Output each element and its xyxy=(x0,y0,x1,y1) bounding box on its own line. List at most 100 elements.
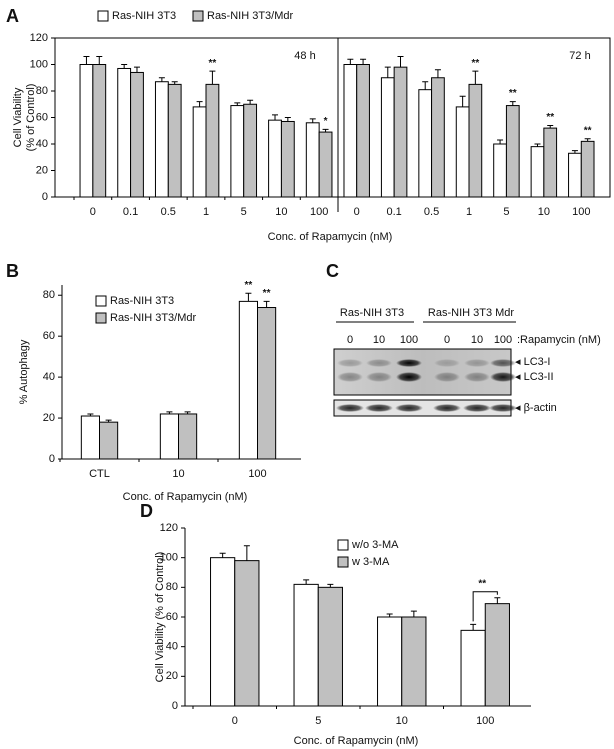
significance: ** xyxy=(478,578,486,589)
bar xyxy=(192,106,207,198)
error-bar xyxy=(459,95,466,107)
bar xyxy=(356,64,370,198)
x-tick-label: 10 xyxy=(275,206,287,218)
blot-band xyxy=(395,404,423,412)
blot-band xyxy=(464,372,490,382)
legend-label: Ras-NIH 3T3/Mdr xyxy=(110,312,197,324)
bar xyxy=(568,152,582,198)
error-bar xyxy=(272,114,279,121)
blot-group: Ras-NIH 3T3 Mdr xyxy=(428,307,515,319)
y-tick-label: 40 xyxy=(166,641,178,653)
bar xyxy=(154,81,169,198)
blot-band xyxy=(490,359,516,367)
bar xyxy=(167,83,182,198)
x-tick-label: 10 xyxy=(172,468,184,480)
error-bar xyxy=(209,70,216,85)
x-tick-label: 1 xyxy=(203,206,209,218)
error-bar xyxy=(509,101,516,106)
bar xyxy=(99,421,119,460)
blot-band xyxy=(434,372,460,382)
error-bar xyxy=(347,58,354,65)
error-bar xyxy=(247,99,254,105)
y-axis-title-line: (% of Control) xyxy=(25,84,37,152)
error-bar xyxy=(497,139,504,144)
lane-label: 10 xyxy=(471,334,483,346)
bar xyxy=(178,413,198,460)
error-bar xyxy=(166,411,173,414)
error-bar xyxy=(133,66,140,73)
significance: ** xyxy=(546,112,554,123)
x-tick-label: 5 xyxy=(241,206,247,218)
blot-band xyxy=(433,404,461,412)
significance: * xyxy=(324,116,328,127)
x-tick-label: 10 xyxy=(396,715,408,727)
error-bar xyxy=(83,56,90,65)
bar xyxy=(580,140,595,198)
bar xyxy=(401,616,427,707)
y-tick-label: 0 xyxy=(49,453,55,465)
bar xyxy=(543,127,558,198)
lane-label: 0 xyxy=(347,334,353,346)
x-tick-label: 0.5 xyxy=(161,206,176,218)
y-tick-label: 20 xyxy=(43,412,55,424)
bar xyxy=(159,413,180,460)
blot: Ras-NIH 3T3 Ras-NIH 3T3 Mdr :Rapamycin (… xyxy=(333,307,601,417)
y-tick-label: 100 xyxy=(160,552,178,564)
x-tick-label: 0.5 xyxy=(424,206,439,218)
x-tick-label: 100 xyxy=(310,206,328,218)
blot-band xyxy=(396,372,422,382)
legend-swatch xyxy=(337,539,349,551)
y-tick-label: 0 xyxy=(42,191,48,203)
bar xyxy=(380,77,395,198)
error-bar xyxy=(384,66,391,78)
legend-label: w/o 3-MA xyxy=(351,539,399,551)
error-bar xyxy=(219,552,226,558)
blot-band xyxy=(365,404,393,412)
error-bar xyxy=(360,58,367,65)
bar xyxy=(79,64,94,198)
x-tick-label: 5 xyxy=(315,715,321,727)
error-bar xyxy=(494,597,501,604)
significance: ** xyxy=(584,125,592,136)
error-bar xyxy=(472,70,479,85)
x-tick-label: 0 xyxy=(90,206,96,218)
legend-label: Ras-NIH 3T3/Mdr xyxy=(207,10,294,22)
y-tick-label: 100 xyxy=(30,58,48,70)
band-label: ◂ LC3-I xyxy=(515,356,550,368)
error-bar xyxy=(96,56,103,65)
bar xyxy=(393,66,408,198)
bar xyxy=(505,105,520,198)
bracket xyxy=(472,591,498,622)
bar xyxy=(484,603,510,707)
bar xyxy=(117,67,132,198)
band-label-text: LC3-II xyxy=(524,371,554,383)
error-bar xyxy=(87,413,94,417)
error-bar xyxy=(386,613,393,617)
y-tick-label: 60 xyxy=(166,611,178,623)
bar xyxy=(80,415,101,460)
bar xyxy=(92,64,107,198)
y-tick-label: 80 xyxy=(36,85,48,97)
error-bar xyxy=(422,81,429,90)
bar xyxy=(243,103,258,198)
bar xyxy=(468,83,483,198)
bar xyxy=(234,560,260,707)
y-tick-label: 20 xyxy=(36,164,48,176)
error-bar xyxy=(309,118,316,123)
x-tick-label: 0 xyxy=(232,715,238,727)
error-bar xyxy=(234,102,241,106)
y-axis-title: Cell Viability(% of Control) xyxy=(12,84,37,152)
error-bar xyxy=(263,300,270,308)
error-bar xyxy=(571,150,578,154)
y-tick-label: 80 xyxy=(166,581,178,593)
legend-swatch xyxy=(97,10,109,22)
blot-band xyxy=(396,359,422,367)
band-label: ◂ LC3-II xyxy=(515,371,554,383)
bar xyxy=(317,586,343,707)
bar xyxy=(210,557,236,707)
y-tick-label: 80 xyxy=(43,289,55,301)
blot-group: Ras-NIH 3T3 xyxy=(340,307,404,319)
y-axis-title-line: Cell Viability (% of Control) xyxy=(154,552,166,683)
error-bar xyxy=(470,623,477,631)
